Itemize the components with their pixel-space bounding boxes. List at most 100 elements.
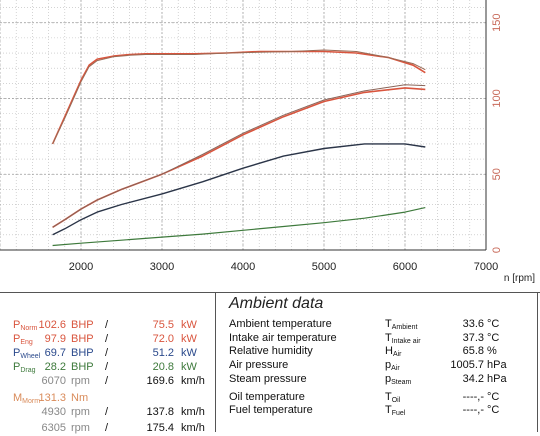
- measurement-unit: BHP: [71, 361, 94, 373]
- chart-series: [51, 49, 426, 247]
- series-line-wheel_power: [52, 143, 426, 236]
- ambient-row: Air pressure pAir 1005.7 hPa: [229, 359, 539, 372]
- measurement-separator: /: [105, 347, 109, 359]
- ambient-value: ----,-: [462, 391, 484, 403]
- ambient-title: Ambient data: [229, 295, 324, 312]
- measurement-unit-2: kW: [181, 361, 197, 373]
- measurement-symbol-sub: Wheel: [20, 353, 41, 360]
- measurement-symbol-sub: Eng: [20, 339, 33, 346]
- ambient-name: Oil temperature: [229, 391, 305, 403]
- measurement-unit: BHP: [71, 347, 94, 359]
- ambient-name: Relative humidity: [229, 345, 313, 357]
- ambient-name: Ambient temperature: [229, 318, 332, 330]
- ambient-unit: %: [487, 345, 497, 357]
- series-line-drag_power: [52, 207, 426, 247]
- measurement-separator: /: [105, 333, 109, 345]
- measurement-value: 131.3: [38, 392, 66, 404]
- measurement-separator: /: [105, 406, 109, 418]
- x-tick-label: 6000: [393, 261, 417, 273]
- y-tick-label: 100: [491, 89, 503, 107]
- measurement-symbol: PDrag: [13, 361, 36, 374]
- chart-grid: [0, 0, 487, 251]
- measurement-unit-2: kW: [181, 319, 197, 331]
- measurement-unit: rpm: [71, 406, 90, 418]
- measurement-value: 6070: [41, 375, 66, 387]
- panel-right-border: [537, 292, 538, 432]
- ambient-symbol-sub: Oil: [391, 397, 401, 404]
- measurement-row: 4930 rpm / 137.8 km/h: [0, 406, 215, 420]
- ambient-unit: °C: [487, 318, 500, 330]
- x-axis-unit-label: n [rpm]: [504, 273, 535, 284]
- y-tick-label: 50: [491, 168, 503, 180]
- measurement-row: PWheel 69.7 BHP / 51.2 kW: [0, 347, 215, 361]
- ambient-symbol-sub: Air: [392, 351, 402, 358]
- measurement-unit: BHP: [71, 319, 94, 331]
- measurement-symbol: PNorm: [13, 319, 38, 332]
- ambient-unit: hPa: [487, 359, 507, 371]
- measurement-unit: Nm: [71, 392, 89, 404]
- y-tick-label: 0: [491, 247, 503, 253]
- ambient-name: Air pressure: [229, 359, 289, 371]
- ambient-row: Fuel temperature TFuel ----,- °C: [229, 404, 539, 417]
- x-tick-label: 2000: [69, 261, 93, 273]
- measurement-separator: /: [105, 422, 109, 434]
- ambient-symbol: pSteam: [385, 373, 412, 386]
- measurement-row: PEng 97.9 BHP / 72.0 kW: [0, 333, 215, 347]
- panel-top-border: [0, 292, 540, 293]
- measurement-value: 28.2: [44, 361, 66, 373]
- ambient-row: Intake air temperature TIntake air 37.3 °C: [229, 332, 539, 345]
- x-tick-label: 5000: [312, 261, 336, 273]
- ambient-name: Intake air temperature: [229, 332, 337, 344]
- measurement-value-2: 72.0: [152, 333, 174, 345]
- y-tick-label: 150: [491, 14, 503, 32]
- measurement-symbol-sub: Drag: [20, 367, 36, 374]
- ambient-name: Steam pressure: [229, 373, 307, 385]
- measurement-separator: /: [105, 375, 109, 387]
- measurement-row: 6305 rpm / 175.4 km/h: [0, 422, 215, 436]
- series-line-engine_power: [52, 87, 426, 228]
- measurement-value-2: 175.4: [146, 422, 174, 434]
- ambient-value: 37.3: [462, 332, 484, 344]
- ambient-symbol: TAmbient: [385, 318, 418, 331]
- measurement-unit: rpm: [71, 375, 90, 387]
- ambient-row: Ambient temperature TAmbient 33.6 °C: [229, 318, 539, 331]
- measurement-row: PNorm 102.6 BHP / 75.5 kW: [0, 319, 215, 333]
- dyno-chart: 2000 3000 4000 5000 6000 7000 n [rpm] 0 50 100 150: [0, 0, 535, 284]
- measurement-unit: rpm: [71, 422, 90, 434]
- measurement-symbol-sub: Morm: [22, 398, 41, 405]
- measurement-separator: /: [105, 319, 109, 331]
- ambient-value: 65.8: [462, 345, 484, 357]
- ambient-symbol-sub: Ambient: [391, 324, 418, 331]
- ambient-value: 33.6: [462, 318, 484, 330]
- measurement-unit-2: kW: [181, 333, 197, 345]
- measurement-symbol: PEng: [13, 333, 33, 346]
- measurement-symbol: PWheel: [13, 347, 41, 360]
- chart-ticks: 2000 3000 4000 5000 6000 7000 n [rpm] 0 50 100 150: [69, 14, 535, 284]
- measurement-value: 4930: [41, 406, 66, 418]
- ambient-unit: °C: [487, 332, 500, 344]
- measurement-row: PDrag 28.2 BHP / 20.8 kW: [0, 361, 215, 375]
- ambient-unit: hPa: [487, 373, 507, 385]
- ambient-value: 1005.7: [450, 359, 484, 371]
- series-line-torque: [51, 50, 426, 145]
- ambient-symbol-sub: Fuel: [391, 410, 406, 417]
- ambient-symbol: TFuel: [385, 404, 406, 417]
- panel-divider: [215, 292, 216, 432]
- measurement-row: 6070 rpm / 169.6 km/h: [0, 375, 215, 389]
- x-tick-label: 7000: [474, 261, 498, 273]
- x-tick-label: 3000: [150, 261, 174, 273]
- measurement-value-2: 169.6: [146, 375, 174, 387]
- ambient-row: Steam pressure pSteam 34.2 hPa: [229, 373, 539, 386]
- measurement-row: MMorm 131.3 Nm: [0, 392, 215, 406]
- ambient-unit: °C: [487, 391, 500, 403]
- measurement-separator: /: [105, 361, 109, 373]
- ambient-symbol: TOil: [385, 391, 401, 404]
- measurement-value-2: 20.8: [152, 361, 174, 373]
- measurement-unit-2: km/h: [181, 422, 205, 434]
- measurement-unit-2: kW: [181, 347, 197, 359]
- ambient-symbol: HAir: [385, 345, 402, 358]
- measurement-value-2: 137.8: [146, 406, 174, 418]
- series-line-torque_b: [52, 49, 426, 145]
- ambient-name: Fuel temperature: [229, 404, 313, 416]
- ambient-row: Oil temperature TOil ----,- °C: [229, 391, 539, 404]
